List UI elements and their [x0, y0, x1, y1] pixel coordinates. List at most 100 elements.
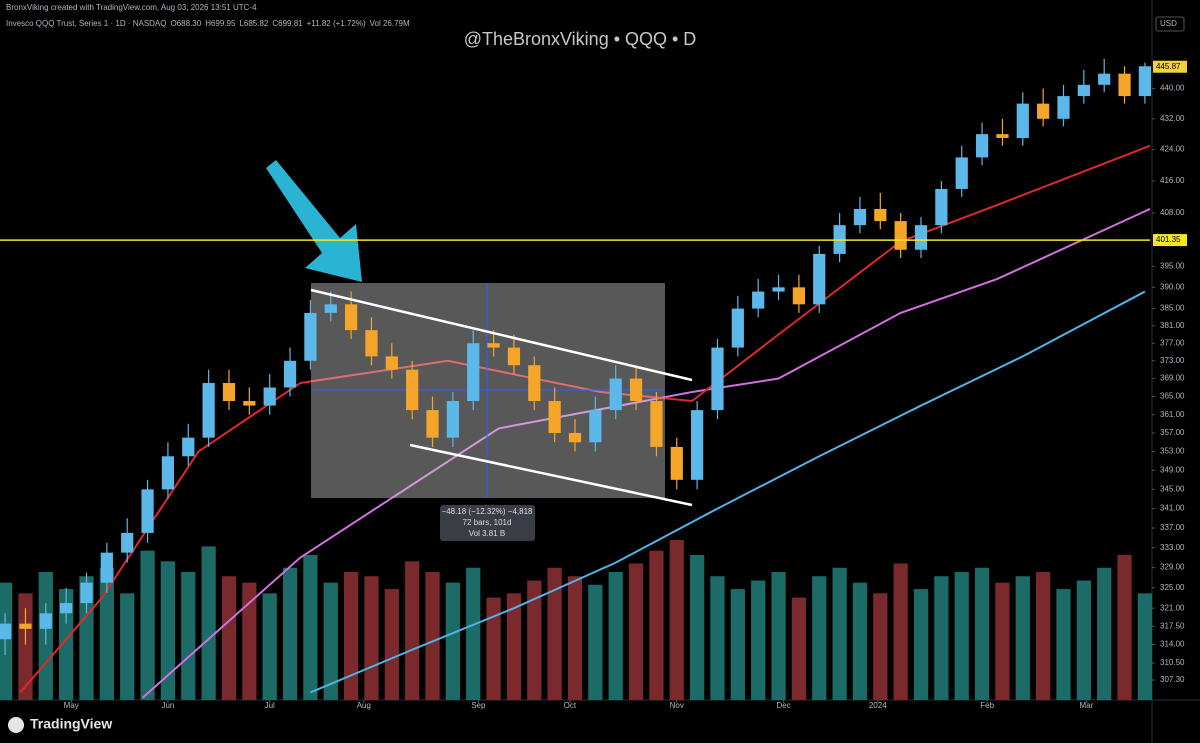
y-tick-label: 369.00	[1160, 374, 1185, 383]
volume-bar	[791, 597, 807, 700]
volume-bar	[1137, 593, 1153, 700]
volume-bar	[160, 561, 176, 700]
y-tick-label: 329.00	[1160, 563, 1185, 572]
y-tick-label: 333.00	[1160, 543, 1185, 552]
candle-body	[60, 603, 73, 614]
candle-body	[283, 360, 297, 388]
volume-bar	[751, 580, 766, 700]
volume-bar	[1097, 567, 1112, 700]
candle-body	[548, 401, 561, 434]
y-tick-label: 395.00	[1160, 261, 1185, 270]
candle-body	[19, 623, 32, 629]
candle-body	[1098, 73, 1111, 85]
volume-bar	[242, 582, 257, 700]
volume-bar	[567, 576, 583, 700]
volume-bar	[323, 582, 338, 700]
y-tick-label: 416.00	[1160, 176, 1185, 185]
candle-body	[385, 356, 398, 370]
candle-body	[955, 157, 968, 189]
y-tick-label: 424.00	[1160, 145, 1185, 154]
y-tick-label: 345.00	[1160, 484, 1185, 493]
info-item: H699.95	[205, 19, 236, 28]
x-tick-label: Nov	[670, 701, 684, 710]
last-price-label: 445.87	[1156, 62, 1181, 71]
y-tick-label: 317.50	[1160, 621, 1185, 630]
currency-box	[1155, 16, 1185, 32]
volume-bar	[221, 576, 237, 700]
candle-body	[914, 225, 928, 250]
volume-bar	[486, 597, 501, 700]
x-tick-label: Jun	[161, 701, 174, 710]
volume-bar	[710, 576, 725, 700]
candle-body	[365, 330, 378, 357]
volume-bar	[832, 567, 847, 700]
volume-bar	[181, 572, 196, 700]
info-item: O688.30	[171, 19, 202, 28]
volume-bar	[547, 567, 562, 700]
volume-bar	[201, 546, 216, 700]
y-tick-label: 337.00	[1160, 523, 1185, 532]
axes: 440.00 432.00 424.00 416.00 408.00 395.00 390.…	[0, 60, 1187, 710]
y-tick-label: 341.00	[1160, 504, 1185, 513]
volume-bar	[1015, 576, 1030, 700]
volume-bar	[425, 572, 440, 700]
candle-body	[182, 437, 195, 457]
y-tick-label: 314.00	[1160, 640, 1185, 649]
x-tick-label: Sep	[471, 701, 486, 710]
info-item: Invesco QQQ Trust, Series 1 · 1D · NASDA…	[6, 19, 167, 28]
volume-bar	[140, 550, 155, 700]
measure-label: −48.18 (−12.32%) −4,818	[442, 507, 534, 516]
candle-body	[1057, 96, 1070, 119]
candle-body	[853, 208, 867, 226]
candle-body	[406, 369, 419, 411]
y-tick-label: 377.00	[1160, 338, 1185, 347]
arrow	[266, 160, 362, 282]
candle-body	[121, 532, 134, 553]
candle-body	[650, 401, 663, 447]
volume-bar	[1076, 580, 1091, 700]
candle-body	[1077, 84, 1090, 97]
candle-body	[975, 134, 989, 158]
x-tick-label: Aug	[357, 701, 371, 710]
symbol-info: Invesco QQQ Trust, Series 1 · 1D · NASDA…	[6, 19, 410, 28]
candle-body	[324, 304, 337, 313]
measure-label: 72 bars, 101d	[463, 518, 512, 527]
indicator-lines	[19, 144, 1151, 699]
candle-body	[39, 613, 52, 629]
volume-bar	[995, 582, 1010, 700]
y-tick-label: 365.00	[1160, 392, 1185, 401]
y-tick-label: 361.00	[1160, 410, 1185, 419]
candle-body	[731, 308, 744, 348]
candle-body	[711, 347, 724, 411]
candle-body	[1037, 103, 1050, 119]
channel-line	[310, 288, 693, 382]
info-item: C699.81	[272, 19, 303, 28]
volume-bar	[1056, 589, 1071, 700]
volume-bar	[913, 589, 929, 700]
volume-bar	[405, 561, 420, 700]
y-tick-label: 390.00	[1160, 282, 1185, 291]
volume-bar	[893, 563, 908, 700]
candle-body	[202, 383, 215, 438]
volume-bar	[873, 593, 888, 700]
candle-body	[243, 401, 256, 406]
volume-bar	[1117, 554, 1132, 700]
measure-label: Vol 3.81 B	[469, 529, 505, 538]
y-tick-label: 373.00	[1160, 356, 1185, 365]
x-tick-label: Jul	[265, 701, 275, 710]
volume-bar	[262, 593, 277, 700]
x-tick-label: Oct	[564, 701, 577, 710]
candle-body	[446, 401, 459, 438]
candle-body	[487, 343, 500, 348]
volume-pane	[0, 540, 1153, 700]
volume-bar	[812, 576, 827, 700]
volume-bar	[852, 582, 868, 700]
brand-logo	[8, 717, 24, 733]
y-tick-label: 310.50	[1160, 658, 1185, 667]
x-tick-label: May	[64, 701, 79, 710]
candle-body	[609, 378, 622, 411]
moving-average	[19, 144, 1151, 694]
candle-body	[996, 134, 1009, 138]
y-tick-label: 307.30	[1160, 675, 1185, 684]
candle-body	[528, 365, 541, 402]
